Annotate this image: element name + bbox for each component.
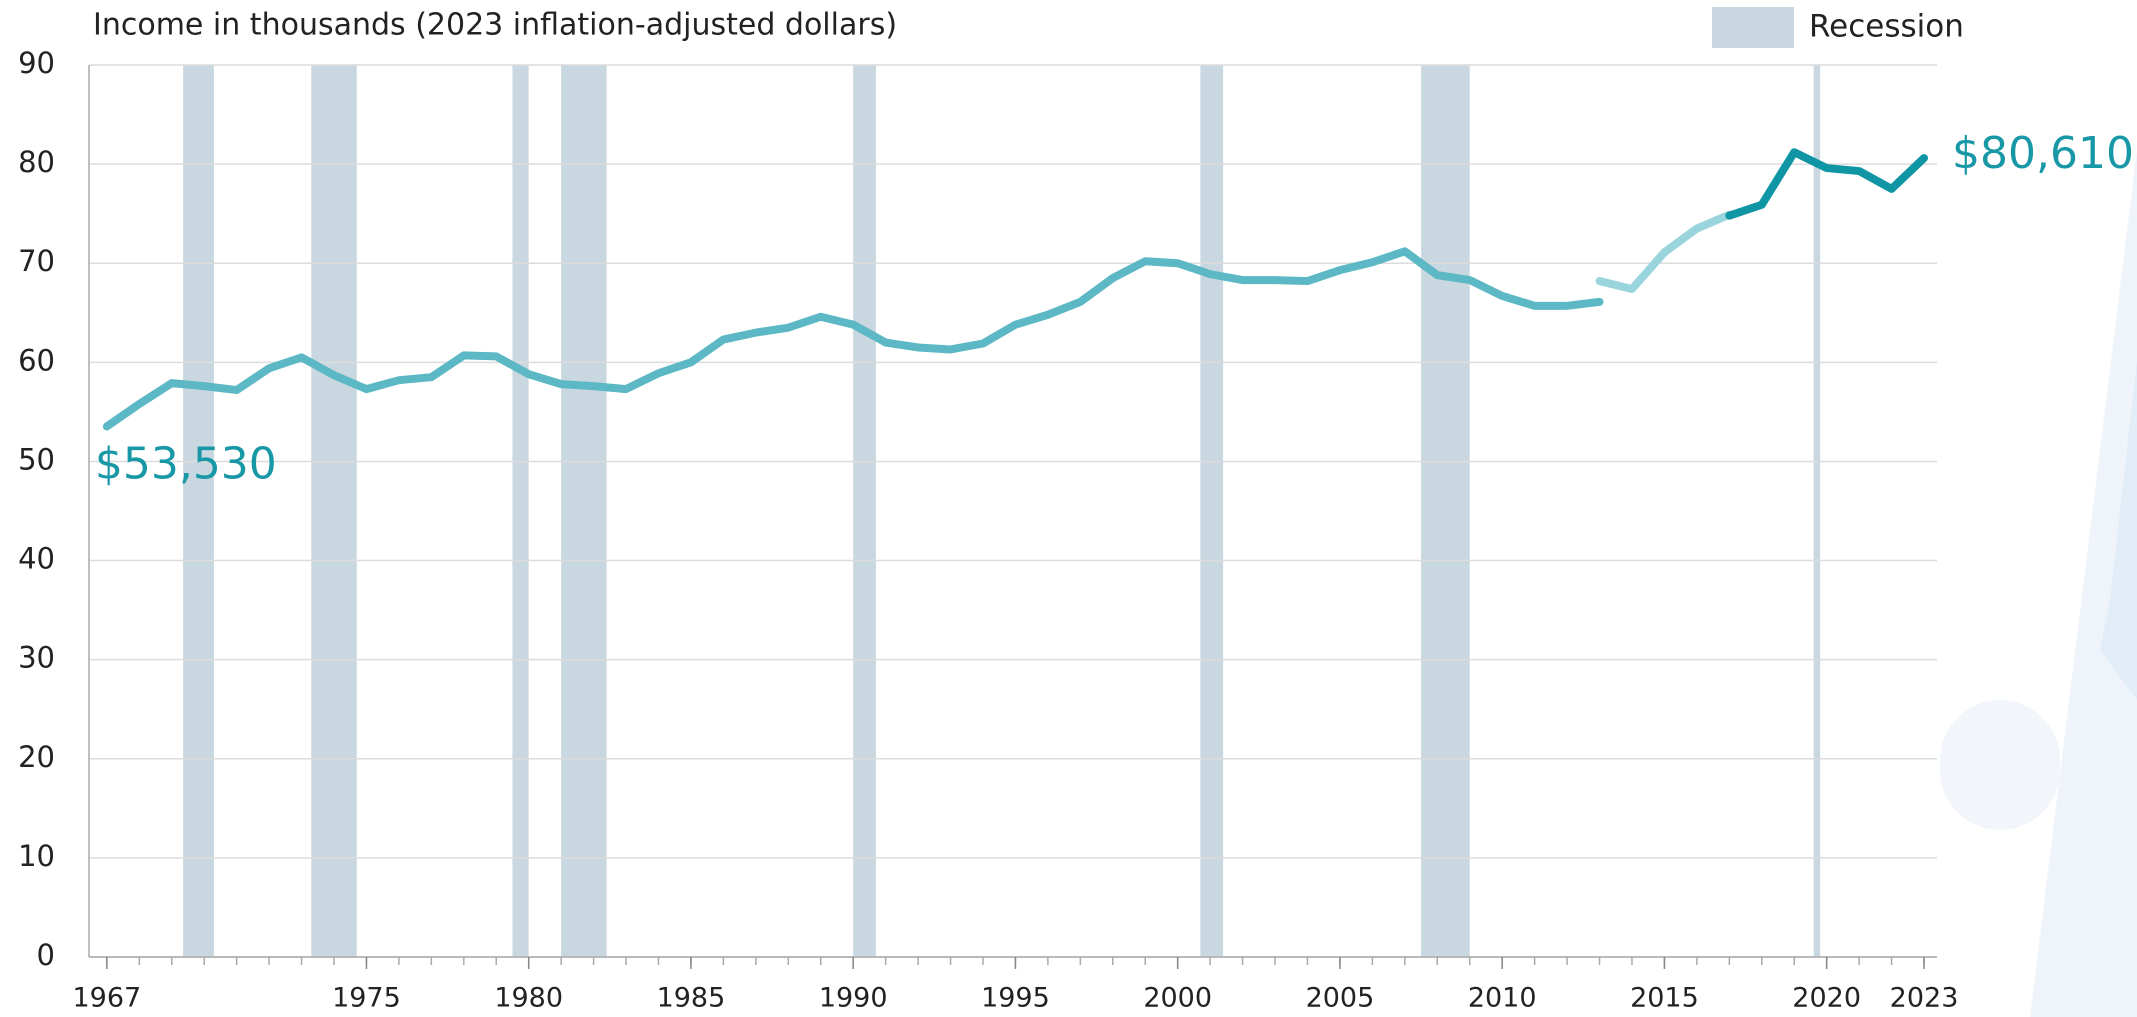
- y-tick-label: 20: [18, 740, 55, 774]
- income-line: [1729, 152, 1924, 215]
- recession-band: [1421, 65, 1470, 957]
- x-tick-label: 1990: [819, 983, 888, 1014]
- x-tick-label: 1995: [981, 983, 1050, 1014]
- x-tick-label: 2015: [1630, 983, 1699, 1014]
- y-tick-label: 30: [18, 641, 55, 675]
- y-tick-label: 90: [18, 46, 55, 80]
- recession-band: [561, 65, 606, 957]
- recession-band: [1814, 65, 1820, 957]
- y-axis-label: Income in thousands (2023 inflation-adju…: [93, 8, 897, 43]
- income-line: [1600, 215, 1730, 289]
- x-tick-label: 1967: [72, 983, 141, 1014]
- recession-band: [853, 65, 876, 957]
- y-tick-label: 80: [18, 145, 55, 179]
- y-tick-label: 70: [18, 244, 55, 278]
- y-tick-label: 40: [18, 542, 55, 576]
- background-decor: [1940, 150, 2137, 1017]
- x-tick-label: 2020: [1792, 983, 1861, 1014]
- x-tick-label: 1980: [494, 983, 563, 1014]
- recession-band: [512, 65, 528, 957]
- chart: Income in thousands (2023 inflation-adju…: [0, 0, 2137, 1017]
- x-tick-label: 2010: [1468, 983, 1537, 1014]
- value-label: $53,530: [95, 438, 277, 489]
- recession-band: [183, 65, 214, 957]
- value-label: $80,610: [1952, 128, 2134, 179]
- y-tick-label: 50: [18, 442, 55, 476]
- y-tick-label: 0: [37, 938, 55, 972]
- x-tick-label: 1985: [657, 983, 726, 1014]
- recession-band: [311, 65, 356, 957]
- legend-swatch: [1712, 7, 1794, 48]
- y-tick-label: 10: [18, 839, 55, 873]
- x-tick-label: 2005: [1306, 983, 1375, 1014]
- recession-band: [1200, 65, 1223, 957]
- x-tick-label: 2000: [1143, 983, 1212, 1014]
- y-tick-label: 60: [18, 343, 55, 377]
- legend-label: Recession: [1809, 9, 1964, 45]
- x-tick-label: 1975: [332, 983, 401, 1014]
- x-tick-label: 2023: [1890, 983, 1959, 1014]
